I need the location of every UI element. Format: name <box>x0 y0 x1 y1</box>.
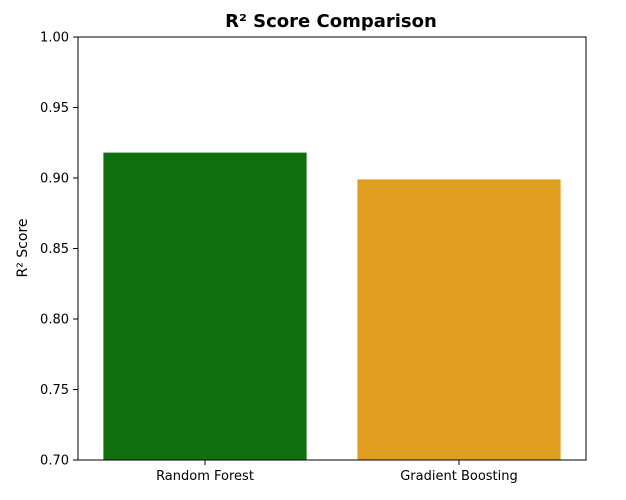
y-tick-label: 0.75 <box>40 383 69 398</box>
y-axis-ticks: 0.70 0.75 0.80 0.85 0.90 0.95 1.00 <box>40 31 78 469</box>
bars-group <box>103 152 561 460</box>
y-tick-label: 0.95 <box>40 101 69 116</box>
chart-title: R² Score Comparison <box>225 11 437 32</box>
y-tick-label: 0.90 <box>40 172 69 187</box>
x-tick-label: Random Forest <box>156 469 254 484</box>
y-tick-label: 0.85 <box>40 242 69 257</box>
y-tick-label: 0.70 <box>40 454 69 469</box>
x-tick-label: Gradient Boosting <box>400 469 518 484</box>
x-axis-ticks: Random Forest Gradient Boosting <box>156 460 518 484</box>
y-tick-label: 1.00 <box>40 31 69 46</box>
plot-frame <box>77 36 587 461</box>
y-tick-label: 0.80 <box>40 313 69 328</box>
bar-random-forest <box>103 152 307 460</box>
bar-gradient-boosting <box>357 179 561 460</box>
y-axis-label: R² Score <box>15 218 31 277</box>
